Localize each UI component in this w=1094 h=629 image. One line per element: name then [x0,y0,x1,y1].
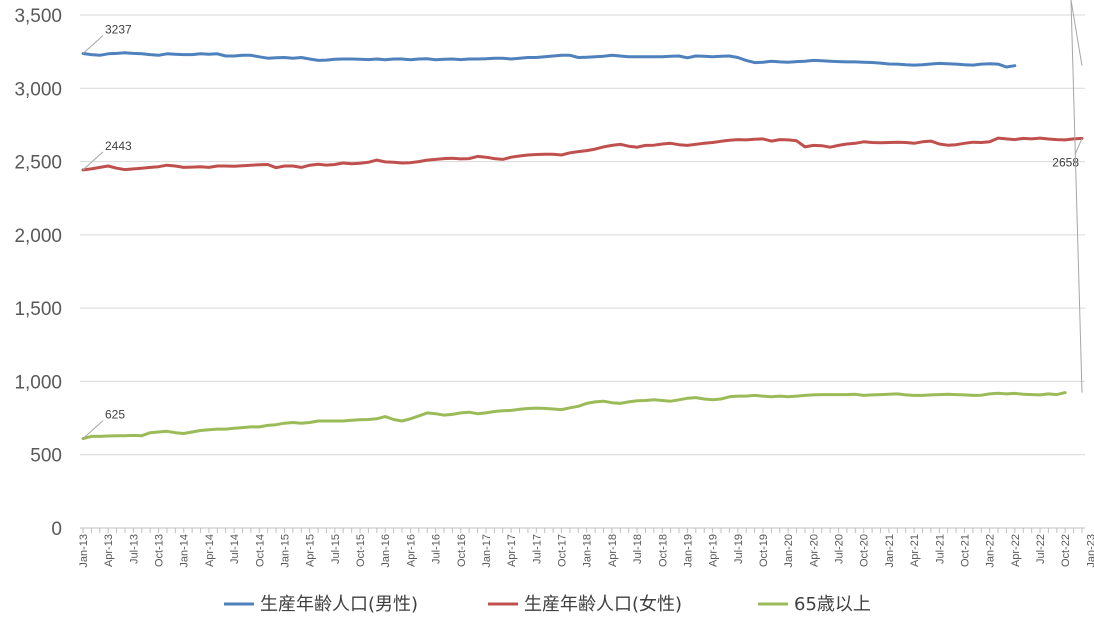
y-tick-label: 2,000 [14,226,62,247]
x-tick-label: Oct-17 [557,534,569,567]
x-tick-label: Jan-21 [884,534,896,568]
data-label-leader [82,151,104,171]
data-label: 2443 [105,139,132,153]
x-axis: Jan-13 Apr-13 Jul-13 Oct-13 Jan-14 Apr-14 Jul-… [78,527,1094,568]
series-line-1 [81,51,1017,69]
series-line-3 [81,391,1067,441]
x-tick-label: Jan-19 [682,534,694,568]
x-tick-label: Apr-16 [405,534,417,567]
data-label-leader [1074,138,1083,155]
x-tick-label: Jul-21 [934,534,946,564]
x-tick-label: Oct-15 [355,534,367,567]
x-tick-label: Jan-15 [279,534,291,568]
gridlines [80,14,1085,529]
y-tick-label: 2,500 [14,153,62,174]
data-label-leader [82,420,104,439]
legend: 生産年齢人口(男性) 生産年齢人口(女性) 65歳以上 [224,594,871,615]
x-tick-label: Apr-21 [909,534,921,567]
y-tick-label: 500 [30,446,62,467]
x-tick-label: Oct-22 [1060,534,1072,567]
x-tick-label: Apr-18 [607,534,619,567]
data-label: 3237 [105,23,132,37]
legend-label-3: 65歳以上 [794,594,871,615]
x-tick-label: Oct-13 [154,534,166,567]
y-tick-label: 1,500 [14,299,62,320]
x-tick-label: Apr-17 [506,534,518,567]
y-tick-label: 1,000 [14,372,62,393]
x-tick-label: Jul-22 [1035,534,1047,564]
x-tick-label: Jul-17 [531,534,543,564]
data-label-leader [1070,0,1083,393]
x-tick-label: Oct-18 [657,534,669,567]
x-tick-label: Oct-19 [758,534,770,567]
x-tick-label: Apr-20 [808,534,820,567]
x-tick-label: Jan-13 [78,534,90,568]
x-tick-label: Jan-16 [380,534,392,568]
y-axis-tick-labels: 0 500 1,000 1,500 2,000 2,500 3,000 3,500 [14,6,62,540]
x-tick-label: Oct-14 [254,534,266,567]
y-tick-label: 3,500 [14,6,62,27]
x-tick-label: Jan-20 [783,534,795,568]
x-tick-label: Oct-21 [959,534,971,567]
data-label: 2658 [1052,155,1079,169]
data-label: 625 [105,408,125,422]
series-line-2 [81,136,1084,172]
x-tick-label: Jul-13 [128,534,140,564]
x-tick-label: Jul-19 [733,534,745,564]
legend-label-1: 生産年齢人口(男性) [260,594,418,615]
x-tick-label: Jul-18 [632,534,644,564]
x-tick-label: Apr-13 [103,534,115,567]
legend-label-2: 生産年齢人口(女性) [524,594,682,615]
y-tick-label: 3,000 [14,79,62,100]
x-tick-label: Jul-15 [330,534,342,564]
y-tick-label: 0 [51,519,62,540]
x-tick-label: Apr-14 [204,534,216,567]
x-tick-label: Oct-16 [456,534,468,567]
x-tick-label: Jul-20 [834,534,846,564]
data-label: 3154 [1040,0,1067,3]
x-tick-label: Jan-23 [1085,534,1094,568]
x-tick-label: Apr-15 [305,534,317,567]
x-tick-label: Jan-17 [481,534,493,568]
data-label-leader [1070,0,1083,66]
x-tick-label: Jan-22 [985,534,997,568]
data-labels: 3237 3154 2443 2658 625 924 [82,0,1083,439]
x-tick-label: Jul-16 [431,534,443,564]
data-label: 924 [1047,0,1067,3]
series-lines [81,51,1084,441]
x-tick-label: Oct-20 [859,534,871,567]
x-tick-label: Jan-14 [179,534,191,568]
x-tick-label: Apr-22 [1010,534,1022,567]
x-tick-label: Jul-14 [229,534,241,564]
x-tick-label: Apr-19 [708,534,720,567]
x-tick-label: Jan-18 [582,534,594,568]
data-label-leader [82,35,104,54]
